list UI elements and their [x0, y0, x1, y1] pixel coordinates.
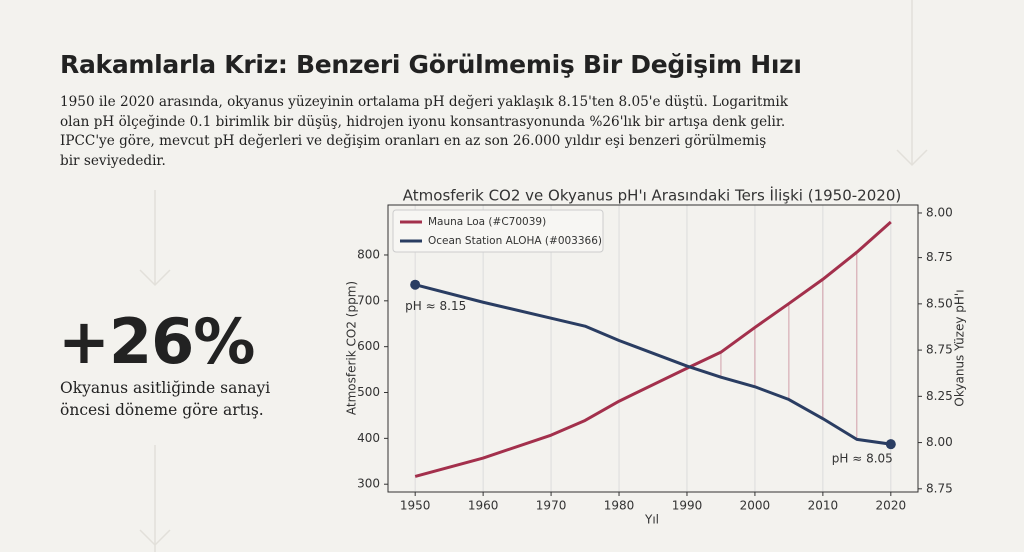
y-tick-label: 500 [357, 385, 380, 399]
legend-label: Mauna Loa (#C70039) [428, 216, 546, 228]
y-tick-label: 300 [357, 477, 380, 491]
annotation: pH ≈ 8.05 [832, 452, 893, 466]
y2-axis-label: Okyanus Yüzey pH'ı [953, 289, 967, 406]
x-tick-label: 2010 [808, 499, 839, 513]
x-tick-label: 2000 [740, 499, 771, 513]
legend-label: Ocean Station ALOHA (#003366) [428, 235, 602, 247]
end-point [885, 439, 896, 450]
x-axis-label: Yıl [644, 513, 659, 527]
header-text: 1950 ile 2020 arasında, okyanus yüzeyini… [60, 94, 788, 169]
header-title: Rakamlarla Kriz: Benzeri Görülmemiş Bir … [60, 50, 802, 79]
y2-tick-label: 8.75 [926, 481, 953, 495]
y2-tick-label: 8.75 [926, 250, 953, 264]
annotation: pH ≈ 8.15 [405, 299, 466, 313]
y2-tick-label: 8.00 [926, 205, 953, 219]
stat-value: +26% [58, 305, 255, 378]
stat-caption: Okyanus asitliğinde sanayi öncesi döneme… [60, 379, 271, 419]
legend-box [392, 209, 604, 253]
y-axis-label: Atmosferik CO2 (ppm) [345, 281, 359, 415]
series-line [414, 283, 892, 446]
x-tick-label: 1950 [400, 499, 431, 513]
chart-title: Atmosferik CO2 ve Okyanus pH'ı Arasındak… [403, 186, 901, 205]
x-tick-label: 1980 [604, 499, 635, 513]
x-tick-label: 1990 [672, 499, 703, 513]
y-tick-label: 600 [357, 339, 380, 353]
background-arrows [139, 0, 928, 552]
y2-tick-label: 8.00 [926, 435, 953, 449]
end-point [410, 279, 421, 290]
x-tick-label: 1960 [468, 499, 499, 513]
x-tick-label: 2020 [876, 499, 907, 513]
x-tick-label: 1970 [536, 499, 567, 513]
y2-tick-label: 8.75 [926, 343, 953, 357]
y2-tick-label: 8.25 [926, 389, 953, 403]
y-tick-label: 800 [357, 247, 380, 261]
y-tick-label: 700 [357, 293, 380, 307]
y2-tick-label: 8.50 [926, 296, 953, 310]
plot-frame [387, 204, 919, 493]
series-line [414, 220, 892, 478]
y-tick-label: 400 [357, 431, 380, 445]
